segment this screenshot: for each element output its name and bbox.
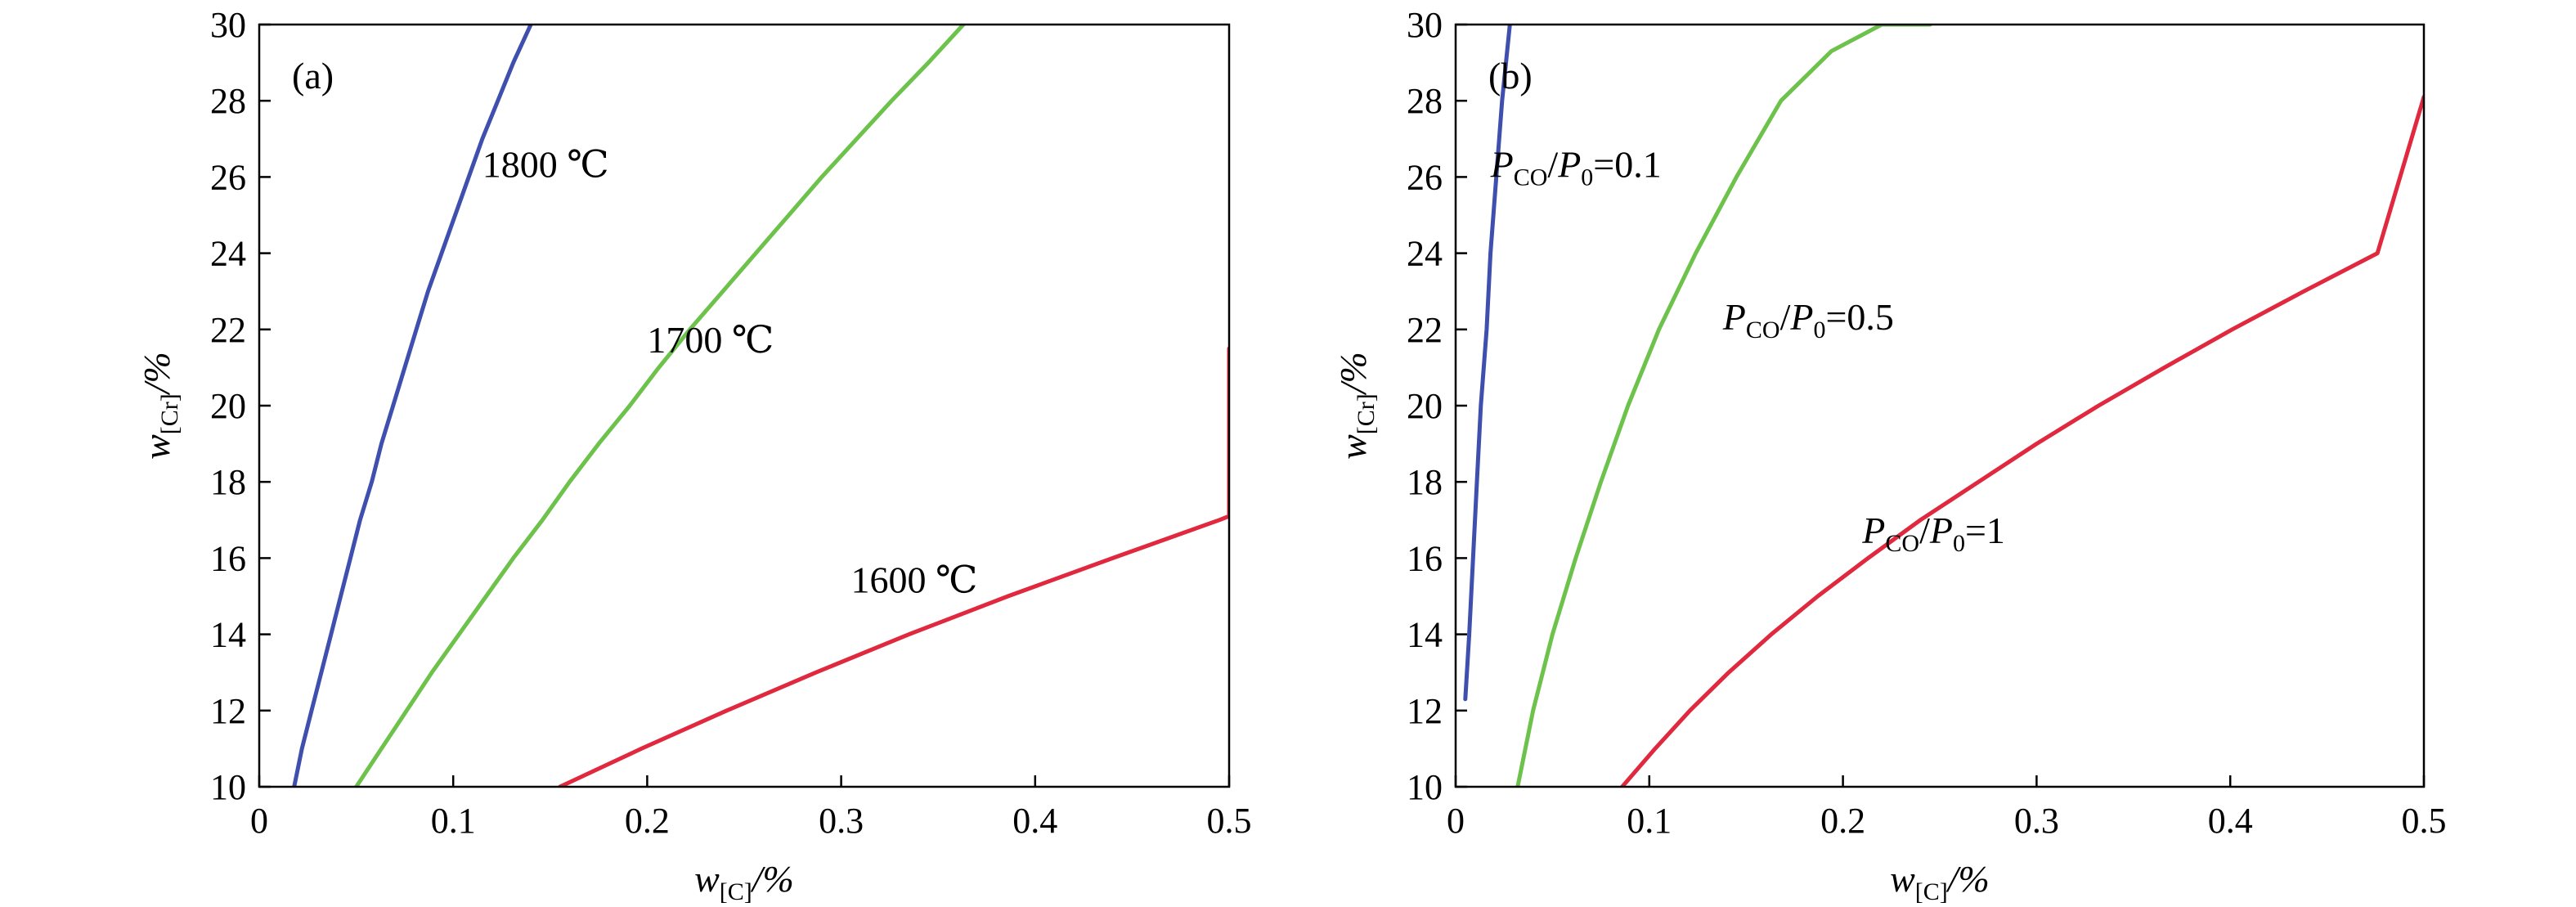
y-tick-label: 10 [1407,767,1443,807]
panel-label: (b) [1488,55,1533,97]
y-axis-label: w[Cr]/% [136,352,183,460]
x-tick-label: 0.2 [625,801,670,841]
y-tick-label: 26 [1407,157,1443,197]
plot-frame [258,23,1231,788]
series-label-1: 1800 ℃ [482,143,609,185]
y-tick-label: 22 [210,310,246,350]
y-tick-label: 12 [210,691,246,731]
x-tick-label: 0.3 [2014,801,2059,841]
x-tick-label: 0.4 [2208,801,2253,841]
y-tick-label: 28 [210,81,246,121]
y-tick-label: 10 [210,767,246,807]
panel-label: (a) [292,55,334,97]
y-tick-label: 24 [210,234,246,274]
series-line-1 [1463,25,1512,702]
y-tick-label: 28 [1407,81,1443,121]
series-label-3: 1600 ℃ [850,559,977,600]
series-line-3 [558,346,1229,787]
x-tick-label: 0.5 [1207,801,1252,841]
x-tick-label: 0.1 [431,801,476,841]
y-tick-label: 20 [1407,386,1443,426]
series-line-3 [1620,95,2424,787]
y-tick-label: 14 [210,615,246,655]
y-tick-label: 16 [210,538,246,578]
y-tick-label: 24 [1407,234,1443,274]
x-axis-label: w[C]/% [694,858,794,905]
y-axis-label: w[Cr]/% [1332,352,1380,460]
series-line-2 [354,25,966,787]
x-tick-label: 0 [250,801,268,841]
x-tick-label: 0.4 [1012,801,1057,841]
y-tick-label: 30 [210,5,246,45]
plot-frame [1454,23,2426,788]
series-label-1: PCO/P0=0.1 [1490,143,1662,191]
series-label-3: PCO/P0=1 [1861,510,2005,557]
x-tick-label: 0.5 [2402,801,2447,841]
x-axis-label: w[C]/% [1890,858,1990,905]
chart-panel-a: 0 0.1 0.2 0.3 0.4 0.5 10 12 14 16 18 20 22 24 26 28 30 w[… [136,5,1252,905]
series-label-2: PCO/P0=0.5 [1722,296,1894,343]
series-line-2 [1515,25,1932,787]
x-tick-label: 0.1 [1627,801,1672,841]
y-tick-label: 22 [1407,310,1443,350]
x-tick-label: 0 [1447,801,1465,841]
x-tick-label: 0.3 [819,801,864,841]
y-tick-label: 14 [1407,615,1443,655]
y-tick-label: 20 [210,386,246,426]
series-label-2: 1700 ℃ [647,319,774,361]
y-tick-label: 12 [1407,691,1443,731]
x-tick-label: 0.2 [1820,801,1865,841]
y-tick-label: 30 [1407,5,1443,45]
y-tick-label: 18 [210,462,246,502]
y-tick-label: 26 [210,157,246,197]
series-line-1 [292,25,533,787]
chart-panel-b: 0 0.1 0.2 0.3 0.4 0.5 10 12 14 16 18 20 22 24 26 28 30 w[… [1332,5,2447,905]
y-tick-label: 16 [1407,538,1443,578]
y-tick-label: 18 [1407,462,1443,502]
